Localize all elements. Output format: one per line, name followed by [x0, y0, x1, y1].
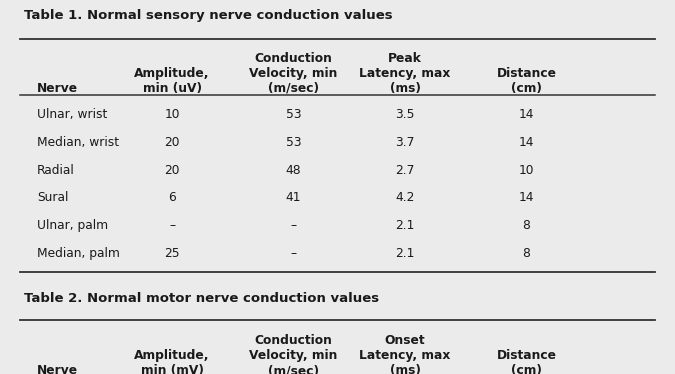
Text: 2.1: 2.1 [396, 219, 414, 232]
Text: –: – [169, 219, 176, 232]
Text: 14: 14 [519, 191, 534, 205]
Text: (m/sec): (m/sec) [268, 364, 319, 374]
Text: 53: 53 [286, 136, 302, 149]
Text: Nerve: Nerve [37, 82, 78, 95]
Text: Latency, max: Latency, max [359, 349, 451, 362]
Text: Velocity, min: Velocity, min [250, 349, 338, 362]
Text: Median, wrist: Median, wrist [37, 136, 119, 149]
Text: Distance: Distance [497, 349, 556, 362]
Text: Conduction: Conduction [254, 334, 333, 347]
Text: 6: 6 [168, 191, 176, 205]
Text: 14: 14 [519, 136, 534, 149]
Text: 10: 10 [519, 164, 534, 177]
Text: (cm): (cm) [511, 364, 542, 374]
Text: 53: 53 [286, 108, 302, 122]
Text: 48: 48 [286, 164, 302, 177]
Text: Distance: Distance [497, 67, 556, 80]
Text: 3.5: 3.5 [396, 108, 414, 122]
Text: (cm): (cm) [511, 82, 542, 95]
Text: Median, palm: Median, palm [37, 247, 120, 260]
Text: 20: 20 [165, 164, 180, 177]
Text: –: – [290, 247, 297, 260]
Text: Amplitude,: Amplitude, [134, 67, 210, 80]
Text: Latency, max: Latency, max [359, 67, 451, 80]
Text: 8: 8 [522, 247, 531, 260]
Text: 41: 41 [286, 191, 301, 205]
Text: 14: 14 [519, 108, 534, 122]
Text: –: – [290, 219, 297, 232]
Text: 10: 10 [165, 108, 180, 122]
Text: Conduction: Conduction [254, 52, 333, 65]
Text: Nerve: Nerve [37, 364, 78, 374]
Text: Table 2. Normal motor nerve conduction values: Table 2. Normal motor nerve conduction v… [24, 292, 379, 305]
Text: (m/sec): (m/sec) [268, 82, 319, 95]
Text: 25: 25 [164, 247, 180, 260]
Text: Table 1. Normal sensory nerve conduction values: Table 1. Normal sensory nerve conduction… [24, 9, 392, 22]
Text: Onset: Onset [385, 334, 425, 347]
Text: min (mV): min (mV) [140, 364, 204, 374]
Text: 20: 20 [165, 136, 180, 149]
Text: Velocity, min: Velocity, min [250, 67, 338, 80]
Text: Ulnar, wrist: Ulnar, wrist [37, 108, 107, 122]
Text: (ms): (ms) [389, 82, 421, 95]
Text: Sural: Sural [37, 191, 68, 205]
Text: 3.7: 3.7 [396, 136, 414, 149]
Text: min (uV): min (uV) [142, 82, 202, 95]
Text: 2.7: 2.7 [396, 164, 414, 177]
Text: 4.2: 4.2 [396, 191, 414, 205]
Text: Ulnar, palm: Ulnar, palm [37, 219, 108, 232]
Text: Amplitude,: Amplitude, [134, 349, 210, 362]
Text: Radial: Radial [37, 164, 75, 177]
Text: 8: 8 [522, 219, 531, 232]
Text: 2.1: 2.1 [396, 247, 414, 260]
Text: Peak: Peak [388, 52, 422, 65]
Text: (ms): (ms) [389, 364, 421, 374]
